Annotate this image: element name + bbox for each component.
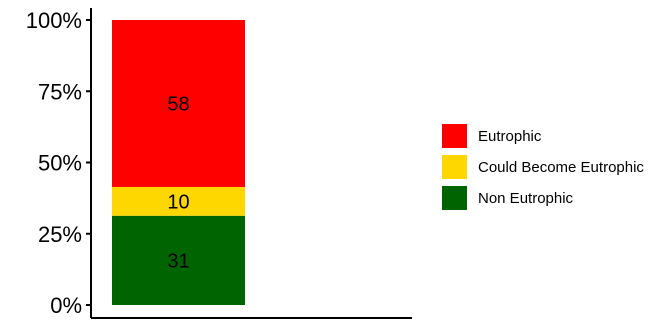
legend-label: Non Eutrophic bbox=[478, 190, 574, 207]
legend-label: Could Become Eutrophic bbox=[478, 159, 644, 176]
bar-data-label: 58 bbox=[167, 93, 189, 115]
legend-label: Eutrophic bbox=[478, 128, 542, 145]
y-tick-label: 50% bbox=[38, 151, 82, 176]
legend: Eutrophic Could Become Eutrophic Non Eutro… bbox=[442, 124, 644, 210]
legend-key-could-become-eutrophic bbox=[442, 155, 467, 179]
y-tick-label: 25% bbox=[38, 222, 82, 247]
y-axis-ticks: 0% 25% 50% 75% 100% bbox=[26, 8, 91, 318]
y-tick-label: 75% bbox=[38, 79, 82, 104]
y-tick-label: 0% bbox=[50, 293, 82, 318]
bar-data-label: 10 bbox=[167, 191, 189, 213]
legend-key-eutrophic bbox=[442, 124, 467, 148]
legend-key-non-eutrophic bbox=[442, 186, 467, 210]
bar-data-label: 31 bbox=[167, 250, 189, 272]
y-tick-label: 100% bbox=[26, 8, 82, 33]
